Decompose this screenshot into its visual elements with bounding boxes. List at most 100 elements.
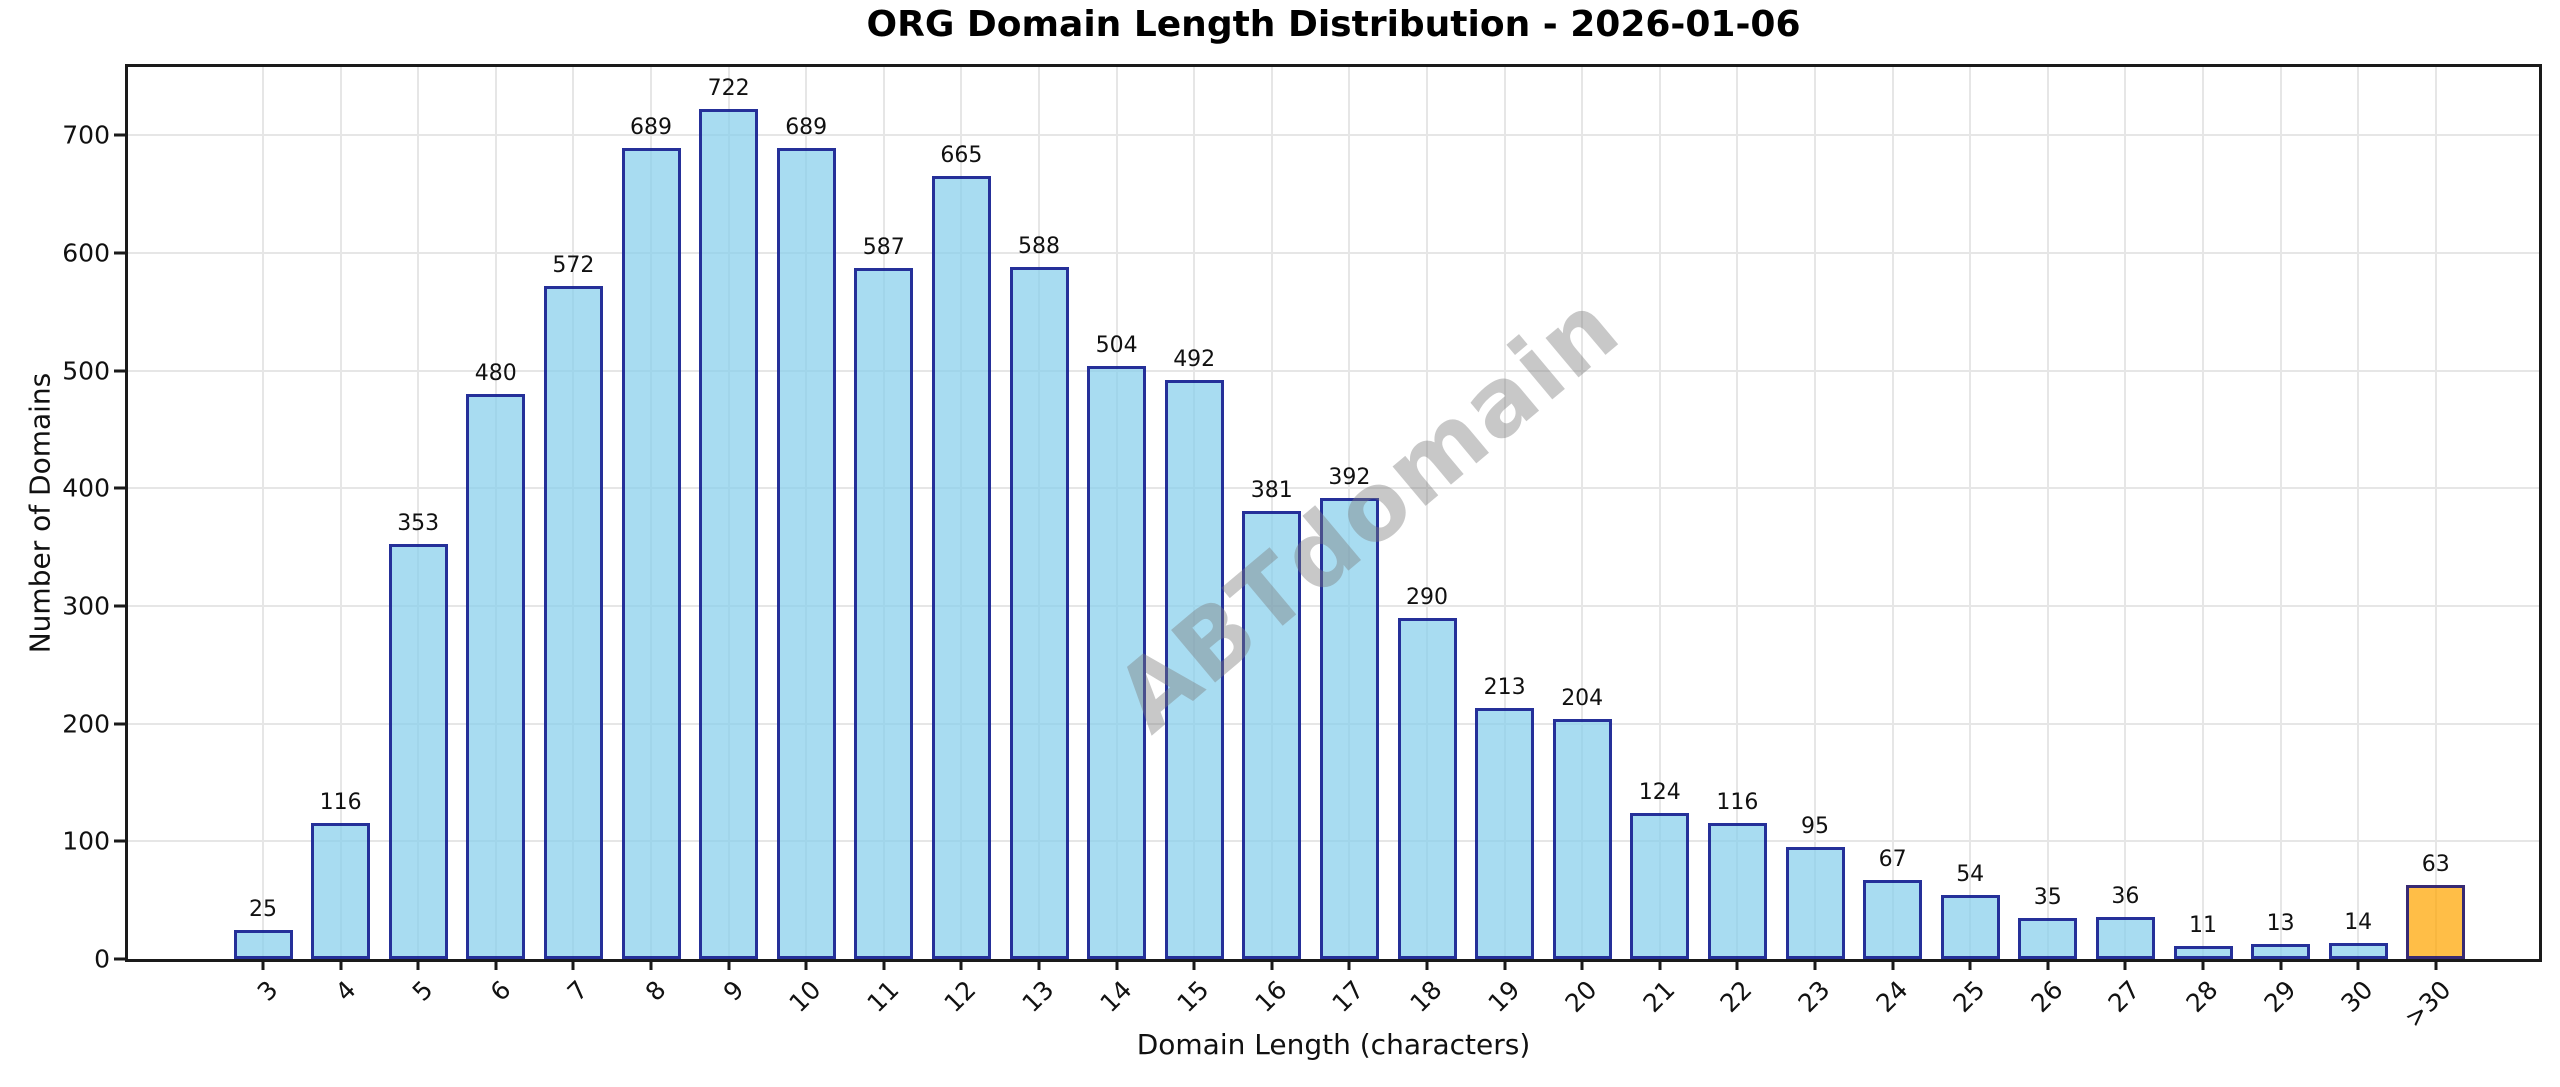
x-tick-mark xyxy=(339,959,343,970)
y-tick-mark xyxy=(114,722,125,726)
bar-value-label: 35 xyxy=(2033,884,2062,910)
x-tick-mark xyxy=(1037,959,1041,970)
bar xyxy=(854,268,914,959)
bar-value-label: 11 xyxy=(2189,913,2217,939)
x-tick-mark xyxy=(261,959,265,970)
x-tick-mark xyxy=(1115,959,1119,970)
bar-value-label: 290 xyxy=(1406,584,1448,610)
bar xyxy=(1552,718,1612,959)
bar xyxy=(233,929,293,959)
y-tick-label: 200 xyxy=(62,709,110,739)
y-axis-label: Number of Domains xyxy=(23,372,57,654)
bar-value-label: 25 xyxy=(249,896,277,922)
x-tick-mark xyxy=(1580,959,1584,970)
bar xyxy=(1940,895,2000,959)
x-tick-mark xyxy=(2046,959,2050,970)
bar xyxy=(1397,617,1457,959)
bar-value-label: 116 xyxy=(319,789,362,815)
y-tick-label: 0 xyxy=(94,944,110,974)
bar xyxy=(1863,880,1923,959)
bar xyxy=(2251,943,2311,959)
x-gridline xyxy=(1426,67,1428,959)
x-tick-mark xyxy=(882,959,886,970)
bar-value-label: 665 xyxy=(940,143,983,169)
y-gridline xyxy=(128,369,2539,372)
bar xyxy=(2173,946,2233,959)
bar xyxy=(466,394,526,959)
x-tick-mark xyxy=(804,959,808,970)
x-tick-mark xyxy=(1968,959,1972,970)
bar xyxy=(1242,510,1302,959)
bar xyxy=(1009,267,1069,959)
x-gridline xyxy=(262,67,264,959)
x-tick-mark xyxy=(649,959,653,970)
bar-value-label: 504 xyxy=(1095,332,1138,358)
y-gridline xyxy=(128,487,2539,490)
y-tick-mark xyxy=(114,486,125,490)
x-tick-mark xyxy=(494,959,498,970)
x-tick-mark xyxy=(1192,959,1196,970)
bar xyxy=(311,822,371,959)
y-tick-label: 500 xyxy=(62,356,110,386)
x-gridline xyxy=(1736,67,1739,959)
x-gridline xyxy=(1658,67,1661,959)
bar-value-label: 381 xyxy=(1250,477,1293,503)
y-tick-mark xyxy=(114,957,125,961)
x-gridline xyxy=(1814,67,1816,959)
bar-value-label: 689 xyxy=(785,115,828,141)
x-tick-mark xyxy=(959,959,963,970)
bar xyxy=(1785,847,1845,959)
bar-value-label: 722 xyxy=(707,76,750,102)
bar-value-label: 63 xyxy=(2421,851,2450,877)
y-tick-label: 600 xyxy=(62,238,110,268)
bar xyxy=(699,109,759,959)
bar xyxy=(1630,813,1690,959)
bar xyxy=(1319,497,1379,959)
x-tick-mark xyxy=(1425,959,1429,970)
chart-title: ORG Domain Length Distribution - 2026-01… xyxy=(866,4,1801,45)
y-tick-mark xyxy=(114,604,125,608)
bar-value-label: 54 xyxy=(1956,862,1985,888)
x-gridline xyxy=(2046,67,2049,959)
bar xyxy=(543,285,603,959)
bar xyxy=(2095,916,2155,959)
bar xyxy=(621,148,681,959)
x-gridline xyxy=(2357,67,2360,959)
y-tick-label: 700 xyxy=(62,120,110,150)
bar-value-label: 480 xyxy=(474,361,517,387)
bar xyxy=(1707,822,1767,959)
x-gridline xyxy=(417,67,420,959)
x-tick-mark xyxy=(1735,959,1739,970)
bar-value-label: 572 xyxy=(552,252,595,278)
x-tick-mark xyxy=(571,959,575,970)
bar xyxy=(2406,884,2466,959)
y-tick-mark xyxy=(114,133,125,137)
bar-value-label: 492 xyxy=(1173,347,1216,373)
x-tick-mark xyxy=(1658,959,1662,970)
x-gridline xyxy=(1969,67,1972,959)
plot-area: ABTdomain 0 100 200 300 400 500 600 700 25 3 116 4 3… xyxy=(62,64,2542,1033)
x-tick-mark xyxy=(1891,959,1895,970)
bar xyxy=(2328,942,2388,959)
bar-value-label: 36 xyxy=(2111,883,2140,909)
x-tick-mark xyxy=(727,959,731,970)
x-gridline xyxy=(2202,67,2204,959)
y-tick-label: 100 xyxy=(62,826,110,856)
bar-value-label: 13 xyxy=(2266,910,2295,936)
bar-value-label: 587 xyxy=(862,235,905,261)
bar-value-label: 204 xyxy=(1561,685,1604,711)
y-tick-label: 300 xyxy=(62,591,110,621)
x-gridline xyxy=(2434,67,2437,959)
y-gridline xyxy=(128,134,2539,137)
y-tick-mark xyxy=(114,839,125,843)
bar-value-label: 689 xyxy=(630,115,672,141)
y-tick-label: 400 xyxy=(62,473,110,503)
x-tick-mark xyxy=(2356,959,2360,970)
y-tick-mark xyxy=(114,251,125,255)
x-tick-mark xyxy=(2201,959,2205,970)
x-axis-label: Domain Length (characters) xyxy=(1136,1028,1531,1061)
bar-value-label: 14 xyxy=(2344,909,2373,935)
bar-value-label: 213 xyxy=(1483,675,1526,701)
x-gridline xyxy=(1581,67,1584,959)
x-tick-mark xyxy=(2123,959,2127,970)
